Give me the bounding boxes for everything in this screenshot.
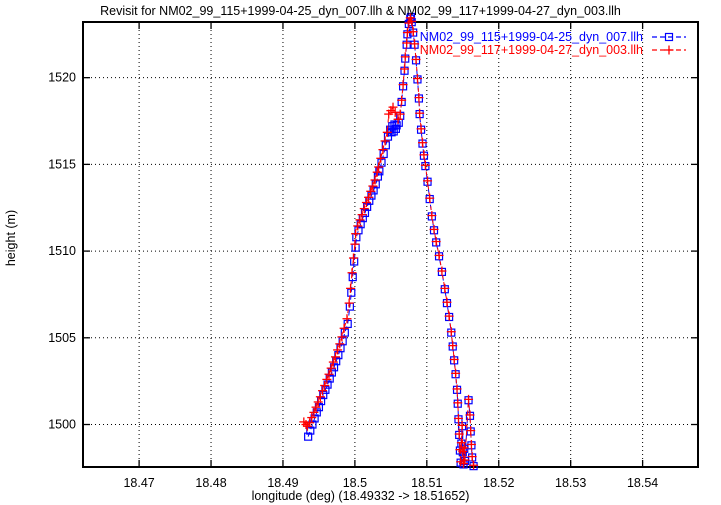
series-plus [299,13,479,470]
legend-entry: NM02_99_117+1999-04-27_dyn_003.llh [420,43,686,57]
legend-label: NM02_99_115+1999-04-25_dyn_007.llh [420,30,643,44]
chart-title: Revisit for NM02_99_115+1999-04-25_dyn_0… [100,4,621,18]
grid [83,22,698,467]
y-tick-label: 1520 [48,71,76,85]
x-tick-label: 18.52 [483,476,514,490]
y-tick-label: 1515 [48,157,76,171]
series-line [307,15,475,467]
x-tick-label: 18.5 [343,476,367,490]
x-axis-label: longitude (deg) (18.49332 -> 18.51652) [251,489,470,503]
data-point-square [375,167,384,176]
data-point-square [347,288,356,297]
x-tick-label: 18.47 [123,476,154,490]
y-axis-label: height (m) [4,209,18,267]
data-point-square [348,273,357,282]
tick-marks [83,22,698,467]
data-point-square [304,432,313,441]
legend: NM02_99_115+1999-04-25_dyn_007.llhNM02_9… [420,30,686,57]
legend-label: NM02_99_117+1999-04-27_dyn_003.llh [420,43,643,57]
x-tick-label: 18.53 [555,476,586,490]
x-tick-labels: 18.47 18.48 18.49 18.5 18.51 18.52 18.53 18.54 [123,476,658,490]
y-tick-label: 1510 [48,244,76,258]
data-point-square [390,120,399,129]
y-tick-labels: 1500 1505 1510 1515 1520 [48,71,76,432]
series-square [304,12,478,471]
plot-border [82,21,699,468]
legend-entry: NM02_99_115+1999-04-25_dyn_007.llh [420,30,686,44]
data-point-square [392,121,401,130]
y-tick-label: 1500 [48,418,76,432]
legend-square-marker-icon [664,32,674,42]
series-line [303,16,475,466]
y-tick-label: 1505 [48,331,76,345]
x-tick-label: 18.51 [411,476,442,490]
x-tick-label: 18.49 [267,476,298,490]
x-tick-label: 18.48 [195,476,226,490]
x-tick-label: 18.54 [627,476,658,490]
